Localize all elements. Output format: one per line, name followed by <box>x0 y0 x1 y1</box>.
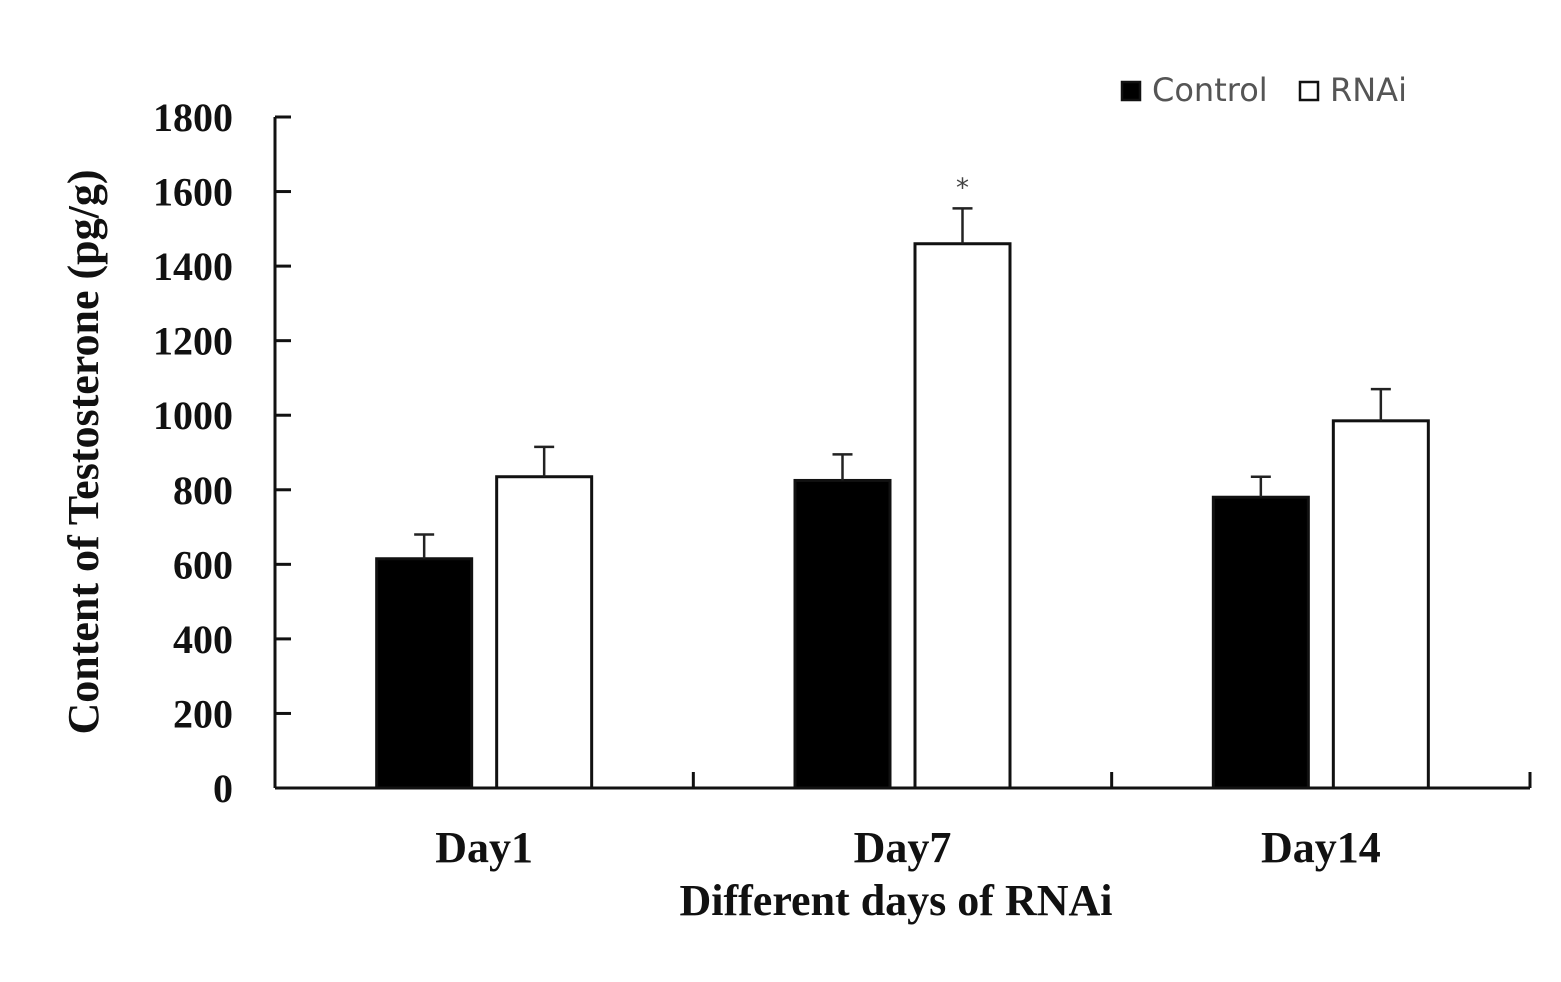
bar-control-day7 <box>793 478 892 790</box>
y-tick-label: 800 <box>173 468 233 513</box>
legend-swatch-rnai <box>1298 80 1320 102</box>
y-tick-label: 1200 <box>153 319 233 364</box>
bar-rnai-day1 <box>495 475 594 790</box>
chart-bars: * <box>375 173 1430 790</box>
bar-control-day1 <box>375 557 474 790</box>
x-tick-label: Day7 <box>854 823 952 872</box>
y-tick-label: 400 <box>173 617 233 662</box>
x-tick-label: Day1 <box>435 823 533 872</box>
y-tick-label: 1600 <box>153 170 233 215</box>
y-tick-label: 0 <box>213 766 233 811</box>
bar-rnai-day7 <box>913 242 1012 790</box>
legend-label-control: Control <box>1152 71 1268 109</box>
x-tick-label: Day14 <box>1261 823 1381 872</box>
y-tick-label: 1800 <box>153 95 233 140</box>
y-tick-label: 200 <box>173 691 233 736</box>
legend-label-rnai: RNAi <box>1330 71 1407 109</box>
chart-axes: 0 200 400 600 800 1000 1200 1400 1600 1800 Day1 Day… <box>153 95 1532 872</box>
bar-control-day14 <box>1211 495 1310 790</box>
y-tick-label: 1000 <box>153 393 233 438</box>
legend-swatch-control <box>1120 80 1142 102</box>
y-tick-label: 600 <box>173 542 233 587</box>
bar-rnai-day14 <box>1331 419 1430 790</box>
significance-asterisk: * <box>956 173 969 203</box>
y-tick-label: 1400 <box>153 244 233 289</box>
x-axis-title: Different days of RNAi <box>679 876 1112 925</box>
chart-legend: Control RNAi <box>1120 71 1407 109</box>
y-axis-title: Content of Testosterone (pg/g) <box>59 169 108 734</box>
